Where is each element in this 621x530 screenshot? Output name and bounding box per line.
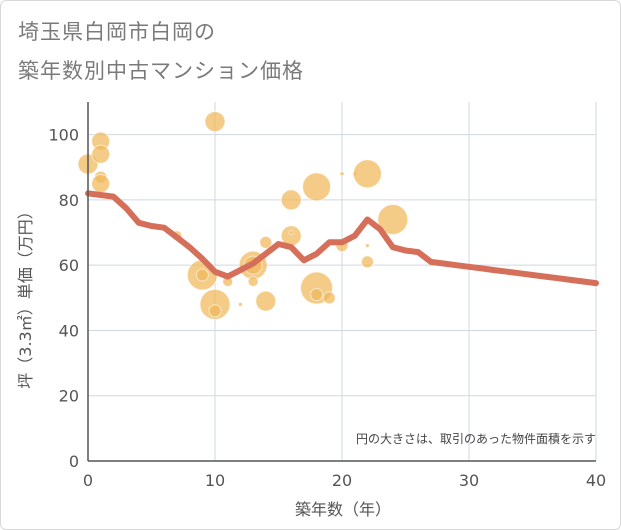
data-bubble: [199, 288, 231, 320]
data-bubble: [208, 304, 222, 318]
chart-title-line1: 埼玉県白岡市白岡の: [18, 20, 216, 44]
x-tick-label: 40: [586, 471, 606, 490]
data-bubble: [364, 243, 370, 249]
data-bubble: [91, 174, 111, 194]
y-tick-label: 80: [59, 191, 79, 210]
y-tick-label: 60: [59, 256, 79, 275]
data-bubble: [377, 203, 409, 235]
x-tick-label: 30: [459, 471, 479, 490]
x-axis-label: 築年数（年）: [295, 500, 391, 519]
data-bubble: [237, 301, 243, 307]
y-tick-label: 20: [59, 387, 79, 406]
data-bubble: [247, 276, 259, 287]
x-tick-label: 10: [205, 471, 225, 490]
data-bubble: [302, 172, 332, 202]
y-tick-label: 40: [59, 321, 79, 340]
data-bubble: [360, 255, 374, 269]
data-bubble: [195, 268, 209, 282]
grid: [88, 102, 597, 461]
x-tick-label: 0: [83, 471, 93, 490]
data-bubble: [288, 230, 294, 236]
chart-title-line2: 築年数別中古マンション価格: [18, 59, 304, 83]
data-bubble: [280, 189, 302, 211]
trend-line: [85, 190, 599, 287]
data-bubble: [204, 111, 226, 133]
data-bubble: [255, 290, 277, 312]
y-axis-label: 坪（3.3㎡）単価（万円）: [16, 203, 35, 388]
data-bubble: [322, 291, 336, 305]
x-tick-label: 20: [332, 471, 352, 490]
data-bubble: [352, 159, 382, 189]
bubble-layer: [77, 111, 409, 320]
bubble-size-note: 円の大きさは、取引のあった物件面積を示す: [356, 431, 596, 446]
data-bubble: [310, 288, 324, 302]
data-bubble: [339, 171, 345, 177]
y-tick-label: 100: [48, 126, 79, 145]
data-bubble: [91, 144, 111, 164]
y-tick-label: 0: [69, 452, 79, 471]
data-bubble: [259, 235, 273, 249]
axes: 0 20 40 60 80 100 0 10 20 30 40: [48, 102, 606, 490]
